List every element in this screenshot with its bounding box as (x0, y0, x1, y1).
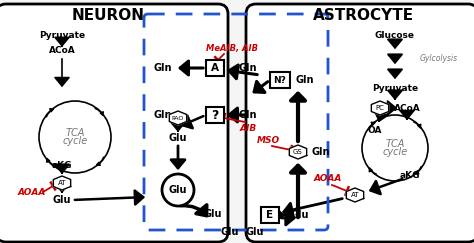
Text: ASTROCYTE: ASTROCYTE (312, 8, 413, 23)
Text: Glu: Glu (169, 133, 187, 143)
Text: GS: GS (293, 149, 303, 155)
Text: NEURON: NEURON (72, 8, 145, 23)
Text: Glucose: Glucose (375, 31, 415, 40)
Circle shape (39, 101, 111, 173)
Text: Gln: Gln (239, 63, 257, 73)
Text: A: A (211, 63, 219, 73)
FancyBboxPatch shape (270, 72, 290, 88)
Text: Gln: Gln (154, 110, 172, 120)
Text: Glu: Glu (169, 185, 187, 195)
FancyBboxPatch shape (0, 4, 228, 242)
Text: aKG: aKG (52, 160, 72, 170)
Text: Gln: Gln (296, 75, 314, 85)
FancyBboxPatch shape (246, 4, 474, 242)
Text: cycle: cycle (383, 147, 408, 157)
Text: PAO: PAO (172, 115, 184, 121)
Text: Gylcolysis: Gylcolysis (420, 53, 458, 62)
Text: aKG: aKG (400, 171, 420, 180)
Text: AOAA: AOAA (18, 188, 46, 197)
Text: AOAA: AOAA (314, 174, 342, 182)
Text: Glu: Glu (221, 227, 239, 237)
Text: PC: PC (375, 105, 384, 111)
Text: MSO: MSO (256, 136, 280, 145)
Polygon shape (54, 176, 71, 190)
Text: AIB: AIB (239, 123, 256, 132)
Text: E: E (266, 210, 273, 220)
FancyBboxPatch shape (261, 207, 279, 223)
Polygon shape (346, 188, 364, 202)
Text: MeAIB, AIB: MeAIB, AIB (206, 43, 258, 52)
Text: Gln: Gln (239, 110, 257, 120)
Text: AT: AT (58, 180, 66, 186)
Text: Gln: Gln (312, 147, 330, 157)
Text: Glu: Glu (246, 227, 264, 237)
Text: ACoA: ACoA (49, 45, 75, 54)
FancyBboxPatch shape (206, 60, 224, 76)
Text: TCA: TCA (385, 139, 405, 149)
FancyBboxPatch shape (206, 107, 224, 123)
Text: Pyruvate: Pyruvate (39, 31, 85, 40)
Text: Glu: Glu (291, 210, 309, 220)
Text: ACoA: ACoA (393, 104, 420, 113)
Text: OA: OA (368, 125, 382, 134)
Text: TCA: TCA (65, 128, 85, 138)
Circle shape (362, 115, 428, 181)
Text: N?: N? (273, 76, 286, 85)
Text: Pyruvate: Pyruvate (372, 84, 418, 93)
Text: ?: ? (211, 109, 219, 122)
Text: Glu: Glu (53, 195, 71, 205)
Polygon shape (289, 145, 307, 159)
Polygon shape (371, 101, 389, 115)
Text: Glu: Glu (204, 209, 222, 219)
Text: cycle: cycle (63, 136, 88, 146)
Text: AT: AT (351, 192, 359, 198)
Text: Gln: Gln (154, 63, 172, 73)
Polygon shape (169, 111, 187, 125)
Circle shape (162, 174, 194, 206)
